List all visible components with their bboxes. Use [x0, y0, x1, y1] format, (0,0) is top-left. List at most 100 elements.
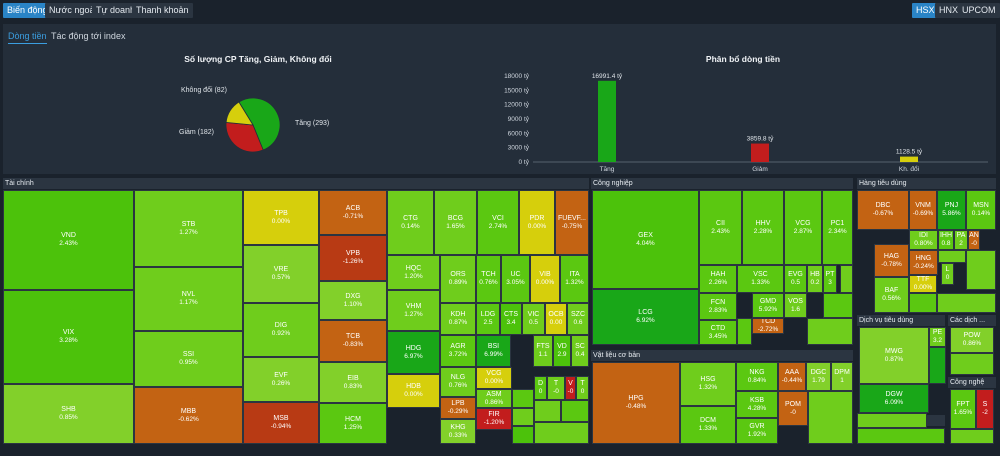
stock-cell[interactable]: GVR 1.92% [736, 418, 778, 444]
stock-cell-small[interactable] [737, 318, 752, 345]
stock-cell[interactable]: VHM 1.27% [387, 290, 440, 331]
stock-cell[interactable]: AN -0 [968, 230, 980, 250]
tab-nuoc-ngoai[interactable]: Nước ngoài [45, 3, 101, 18]
stock-cell[interactable]: FPT 1.65% [950, 389, 976, 429]
stock-cell-small[interactable] [909, 293, 937, 313]
subtab-tac-dong[interactable]: Tác động tới index [51, 31, 126, 41]
stock-cell[interactable]: TCD -2.72% [752, 318, 784, 334]
stock-cell-small[interactable] [840, 265, 853, 293]
stock-cell[interactable]: VCI 2.74% [477, 190, 519, 255]
stock-cell[interactable]: TTF 0.00% [909, 275, 937, 293]
stock-cell[interactable]: VD 2.9 [553, 335, 571, 367]
tab-thanh-khoan[interactable]: Thanh khoản [132, 3, 193, 18]
stock-cell[interactable]: DCM 1.33% [680, 406, 736, 444]
stock-cell-small[interactable] [929, 347, 946, 384]
exchange-hnx[interactable]: HNX [935, 3, 963, 18]
stock-cell[interactable]: MSN 0.14% [966, 190, 996, 230]
stock-cell-small[interactable] [938, 250, 966, 263]
stock-cell[interactable]: ORS 0.89% [440, 255, 476, 303]
stock-cell[interactable]: T -0 [547, 376, 565, 400]
stock-cell[interactable]: DGC 1.79 [806, 362, 831, 391]
stock-cell[interactable]: DBC -0.67% [857, 190, 909, 230]
stock-cell[interactable]: VIX 3.28% [3, 290, 134, 384]
stock-cell[interactable]: VIB 0.00% [530, 255, 560, 303]
stock-cell[interactable]: BSI 6.99% [476, 335, 511, 367]
stock-cell[interactable]: CTD 3.45% [699, 320, 737, 345]
stock-cell-small[interactable] [950, 353, 994, 375]
stock-cell[interactable]: KDH 0.87% [440, 303, 476, 335]
stock-cell[interactable]: PC1 2.34% [822, 190, 853, 265]
stock-cell[interactable]: MBB -0.62% [134, 387, 243, 444]
tab-tu-doanh[interactable]: Tự doanh [92, 3, 140, 18]
stock-cell[interactable]: SHB 0.85% [3, 384, 134, 444]
stock-cell-small[interactable] [857, 428, 945, 444]
stock-cell[interactable]: AAA -0.44% [778, 362, 806, 391]
stock-cell[interactable]: FCN 2.83% [699, 293, 737, 320]
stock-cell[interactable]: ASM 0.86% [476, 389, 512, 408]
stock-cell-small[interactable] [512, 408, 534, 426]
stock-cell[interactable]: DPM 1 [831, 362, 853, 391]
subtab-dong-tien[interactable]: Dòng tiền [8, 31, 47, 44]
stock-cell[interactable]: TPB 0.00% [243, 190, 319, 245]
stock-cell[interactable]: AGR 3.72% [440, 335, 476, 367]
stock-cell-small[interactable] [561, 400, 589, 422]
stock-cell[interactable]: SZC 0.6 [567, 303, 589, 335]
stock-cell[interactable]: ACB -0.71% [319, 190, 387, 235]
stock-cell[interactable]: HCM 1.25% [319, 403, 387, 444]
stock-cell-small[interactable] [823, 293, 853, 318]
stock-cell[interactable]: CTG 0.14% [387, 190, 434, 255]
stock-cell[interactable]: HHV 2.28% [742, 190, 784, 265]
stock-cell[interactable]: HDG 6.97% [387, 331, 440, 374]
stock-cell[interactable]: GEX 4.04% [592, 190, 699, 289]
stock-cell[interactable]: LPB -0.29% [440, 397, 476, 419]
stock-cell-small[interactable] [966, 250, 996, 290]
stock-cell[interactable]: LDG 2.5 [476, 303, 500, 335]
stock-cell[interactable]: VRE 0.57% [243, 245, 319, 303]
stock-cell[interactable]: POM -0 [778, 391, 808, 426]
stock-cell[interactable]: PNJ 5.86% [937, 190, 966, 230]
stock-cell[interactable]: HB 0.2 [807, 265, 823, 293]
stock-cell[interactable]: NLG 0.76% [440, 367, 476, 397]
stock-cell[interactable]: V -0 [565, 376, 576, 400]
exchange-upcom[interactable]: UPCOM [958, 3, 1000, 18]
stock-cell[interactable]: VND 2.43% [3, 190, 134, 290]
stock-cell[interactable]: HSG 1.32% [680, 362, 736, 406]
stock-cell[interactable]: VNM -0.69% [909, 190, 937, 230]
stock-cell[interactable]: CTS 3.4 [500, 303, 522, 335]
stock-cell[interactable]: FUEVF... -0.75% [555, 190, 589, 255]
stock-cell-small[interactable] [937, 293, 996, 313]
stock-cell[interactable]: VIC 0.5 [522, 303, 545, 335]
stock-cell[interactable]: VPB -1.26% [319, 235, 387, 281]
stock-cell-small[interactable] [808, 391, 853, 444]
stock-cell[interactable]: EIB 0.83% [319, 362, 387, 403]
stock-cell[interactable]: TCB -0.83% [319, 320, 387, 362]
stock-cell[interactable]: OCB 0.00 [545, 303, 567, 335]
stock-cell[interactable]: PA 2 [954, 230, 968, 250]
stock-cell[interactable]: PE 3.2 [929, 327, 946, 347]
stock-cell[interactable]: HDB 0.00% [387, 374, 440, 408]
stock-cell[interactable]: NVL 1.17% [134, 267, 243, 331]
tab-bien-dong[interactable]: Biến động [3, 3, 52, 18]
stock-cell[interactable]: S -2 [976, 389, 994, 429]
stock-cell[interactable]: TCH 0.76% [476, 255, 501, 303]
stock-cell[interactable]: VSC 1.33% [737, 265, 784, 293]
stock-cell[interactable]: PDR 0.00% [519, 190, 555, 255]
stock-cell[interactable]: KHG 0.33% [440, 419, 476, 444]
stock-cell[interactable]: NKG 0.84% [736, 362, 778, 391]
stock-cell[interactable]: BAF 0.56% [874, 277, 909, 313]
stock-cell[interactable]: HNG -0.24% [909, 250, 938, 275]
stock-cell[interactable]: PT 3 [823, 265, 837, 293]
stock-cell[interactable]: SSI 0.95% [134, 331, 243, 387]
stock-cell[interactable]: POW 0.86% [950, 327, 994, 353]
stock-cell[interactable]: ITA 1.32% [560, 255, 589, 303]
stock-cell[interactable]: DXG 1.10% [319, 281, 387, 320]
stock-cell[interactable]: BCG 1.65% [434, 190, 477, 255]
stock-cell[interactable]: GMD 5.92% [752, 293, 784, 318]
stock-cell[interactable]: UC 3.05% [501, 255, 530, 303]
stock-cell-small[interactable] [512, 426, 534, 444]
stock-cell[interactable]: FIR -1.20% [476, 408, 512, 430]
stock-cell-small[interactable] [950, 429, 994, 444]
